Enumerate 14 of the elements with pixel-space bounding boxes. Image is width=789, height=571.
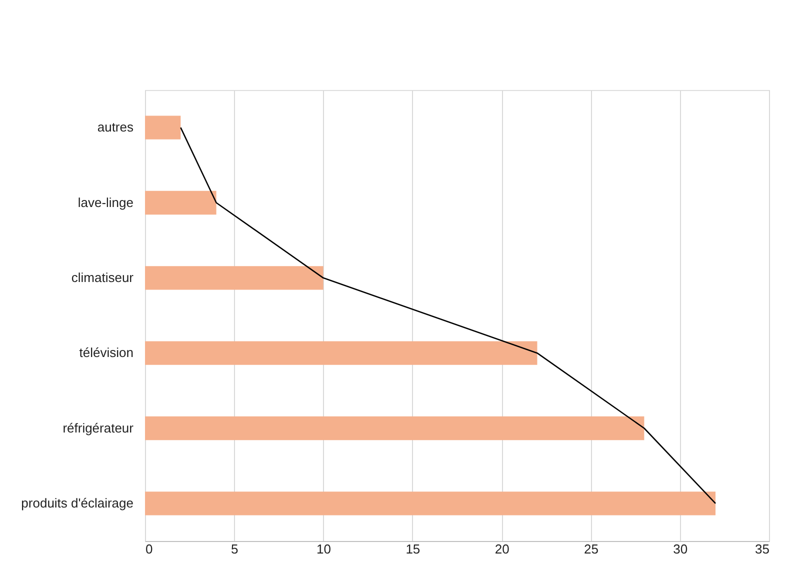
x-tick-label: 15 (406, 542, 420, 556)
x-tick-label: 30 (673, 542, 688, 556)
y-tick-label: produits d'éclairage (21, 495, 134, 510)
y-tick-label: autres (97, 120, 134, 135)
x-tick-label: 25 (584, 542, 598, 556)
y-tick-label: climatiseur (71, 270, 134, 285)
y-tick-label: lave-linge (78, 194, 134, 210)
x-tick-label: 10 (316, 542, 332, 556)
y-tick-label: réfrigérateur (62, 420, 134, 436)
x-tick-label: 20 (494, 542, 510, 556)
x-tick-label: 35 (755, 542, 770, 556)
x-tick-label: 5 (231, 542, 238, 556)
y-tick-label: télévision (79, 345, 134, 360)
x-tick-label: 0 (146, 542, 153, 556)
